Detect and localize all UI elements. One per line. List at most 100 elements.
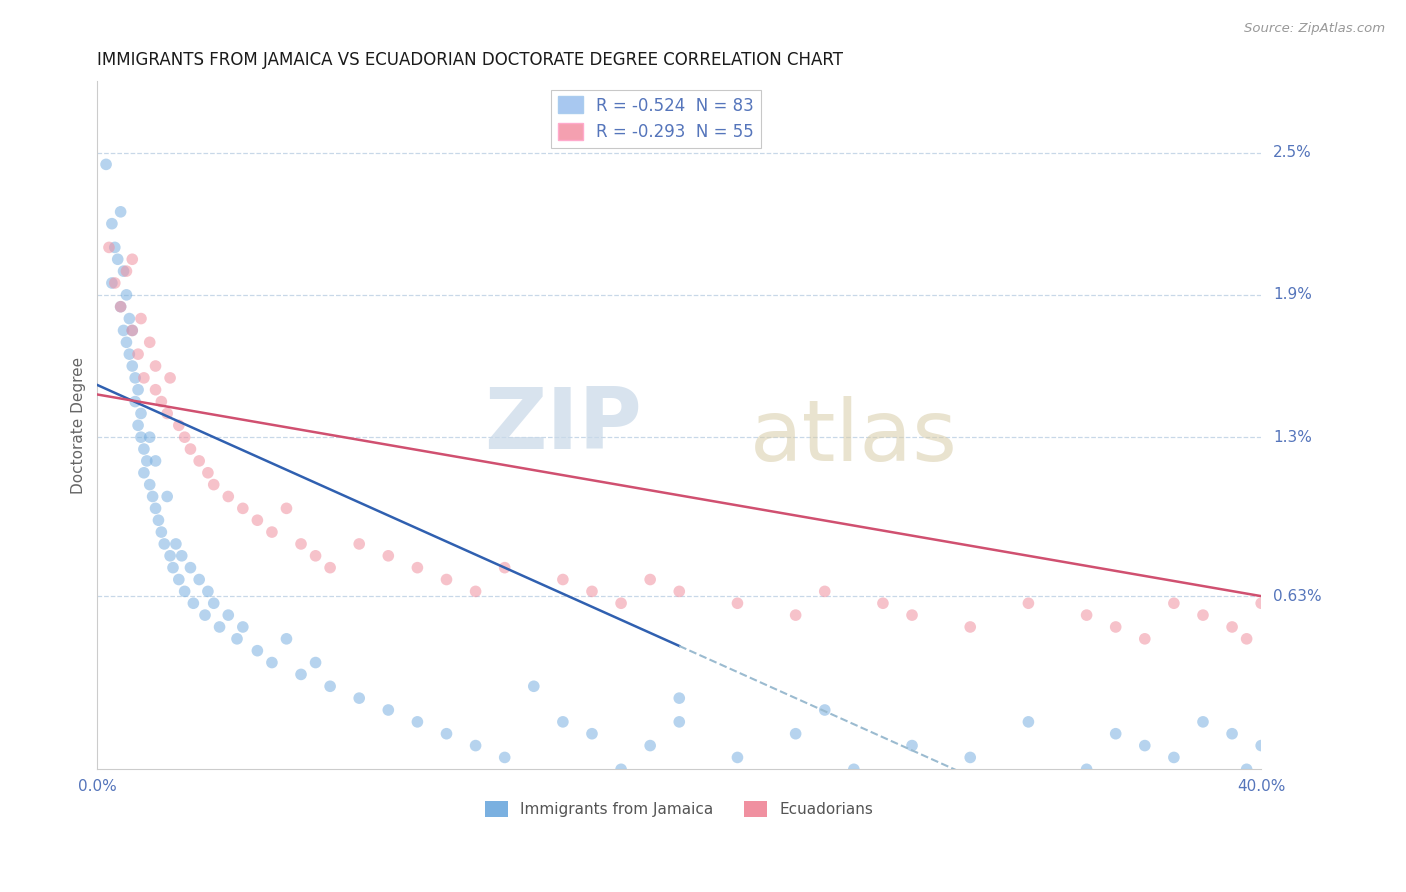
Point <box>1133 739 1156 753</box>
Point <box>138 477 160 491</box>
Point <box>121 359 143 373</box>
Point <box>179 442 201 456</box>
Point <box>121 323 143 337</box>
Point <box>1017 714 1039 729</box>
Point <box>217 608 239 623</box>
Point <box>610 762 633 776</box>
Point <box>132 442 155 456</box>
Point <box>197 466 219 480</box>
Point <box>959 620 981 634</box>
Point <box>115 264 138 278</box>
Text: 2.5%: 2.5% <box>1272 145 1312 160</box>
Point <box>165 537 187 551</box>
Point <box>304 656 326 670</box>
Point <box>121 323 143 337</box>
Point <box>150 524 173 539</box>
Point <box>118 347 141 361</box>
Point <box>638 573 661 587</box>
Point <box>153 537 176 551</box>
Point <box>814 703 837 717</box>
Point <box>162 560 184 574</box>
Point <box>127 418 149 433</box>
Point <box>290 667 312 681</box>
Point <box>1236 762 1258 776</box>
Point <box>523 679 546 693</box>
Point <box>1076 608 1098 623</box>
Point <box>276 501 298 516</box>
Point <box>132 371 155 385</box>
Text: 1.3%: 1.3% <box>1272 430 1312 445</box>
Point <box>1250 739 1272 753</box>
Point <box>347 537 370 551</box>
Point <box>145 454 167 468</box>
Point <box>246 643 269 657</box>
Point <box>1105 620 1128 634</box>
Point <box>260 656 283 670</box>
Point <box>668 714 690 729</box>
Point <box>727 596 749 610</box>
Point <box>406 714 429 729</box>
Point <box>138 335 160 350</box>
Text: ZIP: ZIP <box>484 384 641 467</box>
Point <box>173 430 195 444</box>
Point <box>156 407 179 421</box>
Point <box>156 490 179 504</box>
Point <box>436 573 458 587</box>
Point <box>138 430 160 444</box>
Point <box>115 335 138 350</box>
Point <box>814 584 837 599</box>
Point <box>167 573 190 587</box>
Point <box>145 359 167 373</box>
Point <box>129 430 152 444</box>
Point <box>785 727 807 741</box>
Point <box>135 454 157 468</box>
Point <box>610 596 633 610</box>
Point <box>436 727 458 741</box>
Point <box>112 323 135 337</box>
Point <box>232 501 254 516</box>
Point <box>727 750 749 764</box>
Point <box>260 524 283 539</box>
Point <box>110 204 132 219</box>
Point <box>377 703 399 717</box>
Point <box>1163 750 1185 764</box>
Point <box>1076 762 1098 776</box>
Point <box>159 371 181 385</box>
Point <box>115 288 138 302</box>
Point <box>872 596 894 610</box>
Point <box>188 573 211 587</box>
Point <box>901 739 924 753</box>
Point <box>319 679 342 693</box>
Point <box>150 394 173 409</box>
Point <box>1105 727 1128 741</box>
Point <box>124 394 146 409</box>
Point <box>101 276 124 290</box>
Point <box>202 477 225 491</box>
Point <box>1163 596 1185 610</box>
Point <box>901 608 924 623</box>
Point <box>217 490 239 504</box>
Point <box>148 513 170 527</box>
Point <box>127 383 149 397</box>
Point <box>107 252 129 267</box>
Point <box>202 596 225 610</box>
Point <box>276 632 298 646</box>
Point <box>159 549 181 563</box>
Text: IMMIGRANTS FROM JAMAICA VS ECUADORIAN DOCTORATE DEGREE CORRELATION CHART: IMMIGRANTS FROM JAMAICA VS ECUADORIAN DO… <box>97 51 844 69</box>
Point <box>1220 620 1243 634</box>
Point <box>494 750 516 764</box>
Point <box>194 608 217 623</box>
Point <box>183 596 205 610</box>
Text: Source: ZipAtlas.com: Source: ZipAtlas.com <box>1244 22 1385 36</box>
Point <box>226 632 249 646</box>
Point <box>170 549 193 563</box>
Point <box>319 560 342 574</box>
Point <box>127 347 149 361</box>
Point <box>188 454 211 468</box>
Point <box>1220 727 1243 741</box>
Point <box>1236 632 1258 646</box>
Point <box>208 620 231 634</box>
Point <box>118 311 141 326</box>
Point <box>1250 596 1272 610</box>
Point <box>1192 714 1215 729</box>
